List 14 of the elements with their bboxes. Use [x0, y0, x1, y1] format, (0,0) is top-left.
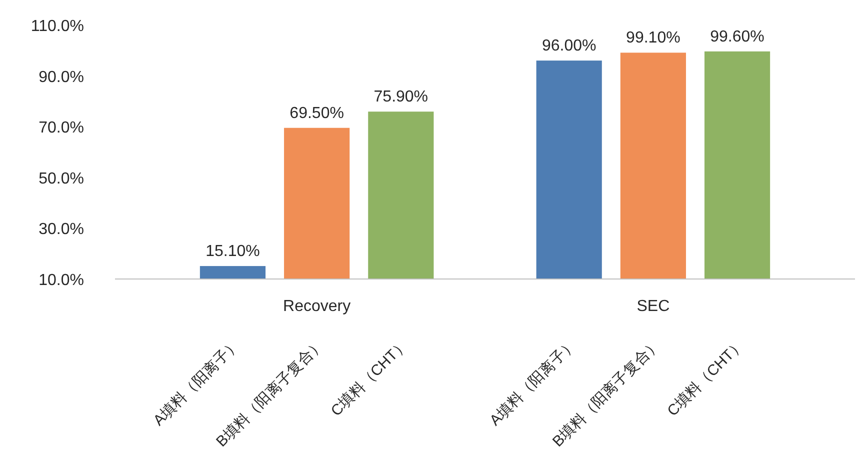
- y-tick-label: 110.0%: [30, 18, 84, 35]
- text: Recovery: [283, 298, 351, 315]
- data-label: 69.50%: [290, 104, 344, 122]
- y-tick-label: 70.0%: [38, 120, 84, 137]
- text: SEC: [636, 298, 670, 315]
- y-tick-label: 30.0%: [38, 221, 84, 238]
- data-label: 99.10%: [626, 30, 680, 47]
- data-label: 99.60%: [710, 28, 764, 46]
- data-label: 96.00%: [542, 38, 596, 55]
- y-tick-label: 10.0%: [38, 272, 84, 289]
- data-label: 75.90%: [374, 88, 428, 106]
- y-tick-label: 90.0%: [38, 68, 84, 86]
- data-label: 15.10%: [206, 243, 260, 260]
- y-tick-label: 50.0%: [38, 170, 84, 188]
